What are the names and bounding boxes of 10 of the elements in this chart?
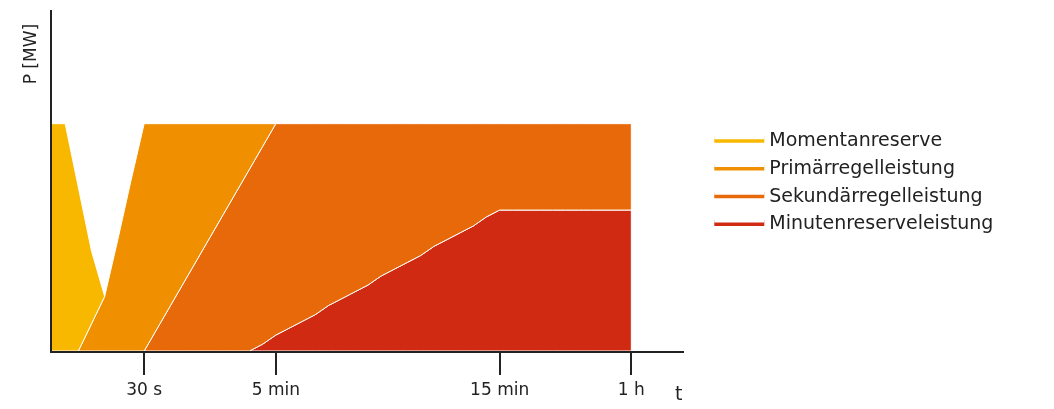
- x-tick-label: 1 h: [617, 379, 645, 400]
- legend-label: Momentanreserve: [769, 128, 943, 151]
- legend-label: Minutenreserveleistung: [769, 211, 994, 234]
- x-tick-label: 15 min: [470, 379, 530, 400]
- x-tick-label: 5 min: [251, 379, 300, 400]
- legend-label: Sekundärregelleistung: [769, 183, 983, 206]
- legend-label: Primärregelleistung: [769, 155, 955, 178]
- y-axis-title: P [MW]: [19, 23, 40, 85]
- x-tick-label: 30 s: [126, 379, 163, 400]
- x-axis-title: t: [675, 382, 683, 404]
